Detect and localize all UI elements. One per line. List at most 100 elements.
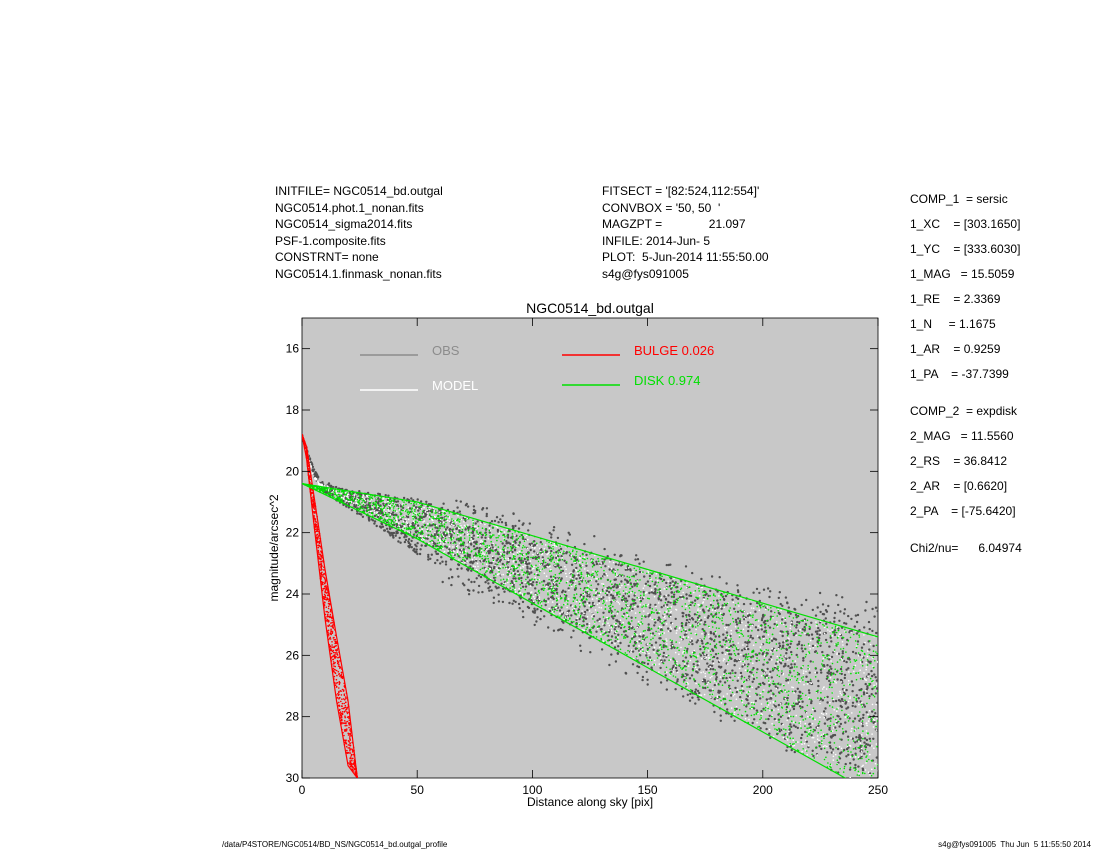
- data-point: [591, 615, 593, 618]
- data-point: [749, 634, 752, 637]
- data-point: [335, 686, 338, 688]
- data-point: [478, 547, 481, 550]
- data-point: [684, 565, 688, 568]
- data-point: [694, 688, 698, 691]
- data-point: [764, 626, 767, 629]
- data-point: [578, 576, 582, 580]
- data-point: [782, 616, 784, 619]
- data-point: [779, 703, 782, 705]
- data-point: [565, 568, 567, 570]
- data-point: [435, 525, 438, 527]
- data-point: [434, 531, 436, 534]
- data-point: [853, 717, 857, 720]
- data-point: [723, 681, 727, 684]
- data-point: [755, 659, 758, 663]
- data-point: [413, 547, 416, 551]
- data-point: [638, 634, 641, 638]
- data-point: [771, 723, 773, 725]
- data-point: [345, 709, 347, 711]
- data-point: [643, 585, 646, 587]
- data-point: [610, 635, 614, 638]
- data-point: [786, 632, 790, 635]
- data-point: [859, 669, 861, 671]
- data-point: [584, 591, 587, 594]
- data-point: [773, 709, 775, 711]
- data-point: [651, 632, 655, 635]
- data-point: [548, 566, 550, 568]
- data-point: [532, 544, 535, 548]
- data-point: [634, 612, 637, 614]
- data-point: [706, 683, 708, 686]
- data-point: [698, 618, 701, 621]
- data-point: [531, 546, 534, 549]
- param-comp1-xc: 1_XC = [303.1650]: [910, 217, 1021, 231]
- data-point: [414, 506, 417, 509]
- data-point: [342, 497, 345, 500]
- data-point: [739, 671, 743, 675]
- data-point: [591, 562, 595, 565]
- data-point: [445, 532, 447, 534]
- data-point: [507, 557, 510, 560]
- data-point: [327, 629, 330, 632]
- data-point: [513, 540, 517, 543]
- data-point: [414, 543, 417, 546]
- data-point: [501, 600, 505, 604]
- data-point: [840, 751, 843, 754]
- data-point: [818, 739, 820, 742]
- data-point: [616, 620, 619, 623]
- data-point: [602, 640, 605, 642]
- data-point: [814, 741, 816, 743]
- data-point: [792, 686, 794, 689]
- data-point: [560, 577, 563, 580]
- data-point: [583, 592, 586, 595]
- data-point: [846, 735, 850, 738]
- data-point: [522, 553, 525, 556]
- data-point: [370, 518, 373, 521]
- data-point: [588, 622, 591, 625]
- data-point: [457, 555, 460, 558]
- data-point: [647, 628, 650, 632]
- data-point: [387, 500, 389, 503]
- data-point: [548, 609, 552, 613]
- header-initfile: INITFILE= NGC0514_bd.outgal: [275, 184, 443, 198]
- data-point: [443, 529, 446, 531]
- data-point: [647, 571, 650, 574]
- data-point: [638, 562, 641, 565]
- data-point: [521, 593, 523, 595]
- data-point: [730, 611, 732, 613]
- data-point: [546, 565, 548, 568]
- data-point: [828, 645, 831, 648]
- data-point: [654, 590, 657, 594]
- data-point: [707, 633, 710, 636]
- data-point: [405, 521, 408, 523]
- data-point: [349, 761, 352, 764]
- data-point: [395, 517, 398, 519]
- data-point: [849, 697, 851, 700]
- data-point: [765, 727, 768, 731]
- data-point: [636, 626, 639, 629]
- data-point: [696, 639, 699, 642]
- data-point: [472, 521, 474, 523]
- header-plot-date: PLOT: 5-Jun-2014 11:55:50.00: [602, 250, 769, 264]
- data-point: [851, 701, 855, 704]
- data-point: [498, 533, 500, 535]
- data-point: [686, 693, 689, 696]
- data-point: [634, 602, 637, 605]
- data-point: [339, 708, 341, 711]
- data-point: [573, 607, 576, 610]
- data-point: [550, 579, 553, 582]
- data-point: [502, 587, 505, 590]
- data-point: [716, 657, 719, 660]
- data-point: [738, 658, 741, 661]
- data-point: [816, 726, 819, 729]
- data-point: [566, 539, 569, 542]
- data-point: [336, 652, 338, 654]
- data-point: [741, 665, 744, 668]
- data-point: [862, 693, 866, 696]
- data-point: [395, 521, 398, 523]
- data-point: [335, 669, 338, 672]
- data-point: [796, 643, 799, 646]
- data-point: [715, 676, 718, 679]
- data-point: [426, 512, 429, 514]
- data-point: [557, 549, 561, 552]
